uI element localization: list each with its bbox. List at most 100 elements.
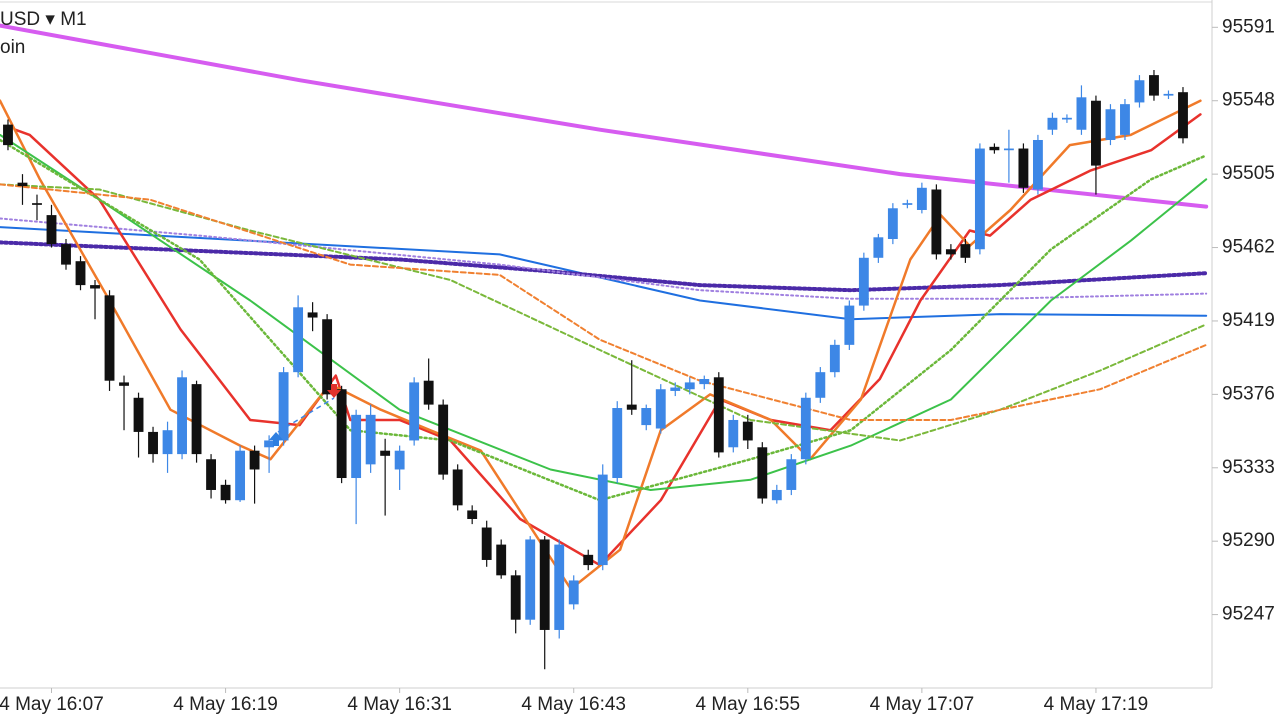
candle-body [17, 182, 28, 187]
x-tick-label: 4 May 16:07 [0, 694, 104, 715]
candle-body [539, 539, 550, 630]
candle-body [641, 408, 652, 426]
candle-body [1062, 117, 1072, 120]
candle-body [699, 378, 710, 385]
candle-body [626, 404, 637, 410]
x-tick-label: 4 May 16:43 [521, 694, 626, 715]
indicator-line [0, 133, 1208, 491]
indicator-line [0, 240, 1209, 293]
x-tick-label: 4 May 17:07 [870, 694, 975, 715]
y-tick-label: 95247 [1222, 604, 1275, 625]
candle-body [423, 380, 434, 405]
candle-body [655, 389, 666, 429]
candle-body [800, 397, 811, 460]
candle-body [728, 419, 739, 448]
candle-body [510, 575, 521, 620]
candle-body [322, 319, 333, 395]
candle-body [249, 450, 260, 470]
candle-body [684, 382, 695, 390]
axes: 95591 95548 95505 95462 95419 95376 95333 95290… [0, 16, 1275, 715]
candle-body [1178, 92, 1188, 139]
candle-body [104, 295, 115, 381]
candle-body [583, 554, 594, 566]
candle-body [1149, 75, 1159, 96]
indicator-line [0, 226, 1208, 321]
candle-body [32, 203, 42, 205]
candle-body [1163, 93, 1174, 96]
candle-body [757, 447, 768, 499]
candle-body [597, 474, 608, 566]
candle-body [3, 124, 13, 146]
indicator-line [0, 138, 1208, 502]
y-tick-label: 95548 [1222, 90, 1275, 111]
candle-body [989, 146, 1000, 151]
y-tick-label: 95591 [1222, 16, 1275, 37]
y-tick-label: 95290 [1222, 530, 1275, 551]
indicator-line [0, 183, 1208, 442]
candle-body [162, 430, 173, 455]
candle-body [75, 261, 86, 286]
candle-body [786, 459, 797, 490]
candle-body [438, 404, 449, 475]
candle-body [133, 397, 144, 432]
candle-body [293, 307, 304, 373]
candle-body [742, 421, 753, 441]
y-tick-label: 95419 [1222, 310, 1275, 331]
candle-body [1003, 148, 1014, 151]
candle-body [481, 527, 492, 560]
x-tick-label: 4 May 16:31 [347, 694, 452, 715]
candle-body [568, 580, 579, 605]
chart-subtitle: oin [0, 37, 25, 58]
y-tick-label: 95376 [1222, 383, 1275, 404]
candle-body [380, 450, 391, 456]
candles [3, 69, 1188, 670]
x-tick-label: 4 May 16:55 [696, 694, 801, 715]
candle-body [278, 372, 289, 441]
candle-body [916, 187, 927, 210]
candle-body [1091, 100, 1101, 166]
candle-body [815, 372, 826, 398]
candle-body [1018, 148, 1029, 188]
candle-body [351, 414, 362, 479]
candle-body [945, 249, 956, 255]
candle-body [467, 510, 478, 519]
candle-body [1105, 109, 1116, 140]
indicator-line [0, 23, 1209, 209]
candle-body [887, 208, 898, 240]
candle-body [46, 215, 57, 245]
candle-body [206, 459, 216, 490]
candle-body [235, 450, 246, 501]
candle-body [670, 387, 681, 391]
candle-body [902, 203, 913, 205]
candle-body [1047, 117, 1058, 130]
candle-body [496, 544, 507, 576]
candle-body [858, 257, 869, 306]
candle-body [394, 450, 405, 470]
candle-body [90, 285, 100, 289]
candle-body [1120, 104, 1130, 135]
y-tick-label: 95333 [1222, 457, 1275, 478]
x-tick-label: 4 May 17:19 [1044, 694, 1149, 715]
candle-body [931, 189, 942, 255]
candle-body [525, 539, 536, 620]
trade-markers [269, 384, 341, 446]
candle-body [61, 244, 71, 265]
candle-body [1032, 139, 1043, 190]
trade-link [277, 397, 335, 433]
candle-body [873, 237, 884, 258]
candle-body [960, 244, 971, 258]
x-tick-label: 4 May 16:19 [173, 694, 278, 715]
candle-body [191, 384, 202, 455]
candle-body [336, 389, 347, 479]
candle-body [974, 148, 985, 250]
candle-body [148, 431, 158, 455]
candle-body [119, 382, 129, 386]
sell-arrow [327, 384, 341, 398]
candle-body [409, 382, 420, 441]
candle-body [307, 312, 318, 318]
candle-body [1076, 97, 1087, 130]
chart-title: USD ▾ M1 [0, 9, 87, 30]
